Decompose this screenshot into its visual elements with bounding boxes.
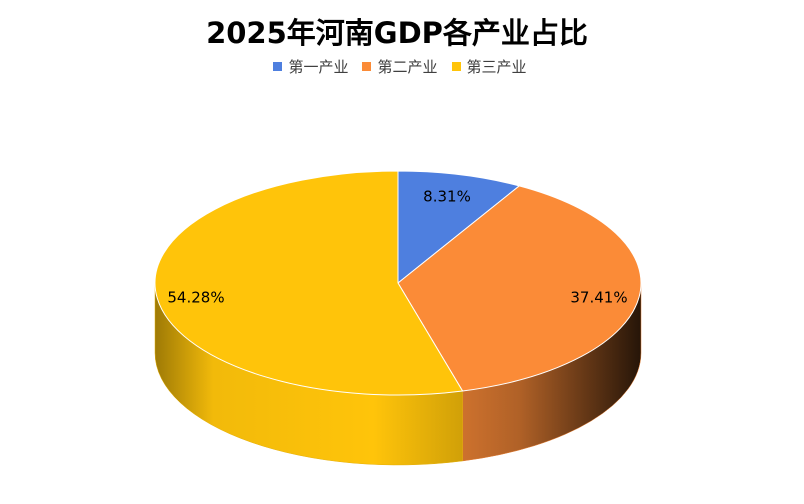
legend: 第一产业 第二产业 第三产业: [0, 56, 800, 77]
data-label-0: 8.31%: [423, 188, 471, 206]
legend-item-tertiary: 第三产业: [451, 56, 527, 77]
data-label-1: 37.41%: [570, 289, 627, 307]
legend-swatch-primary: [273, 62, 283, 71]
chart-title: 2025年河南GDP各产业占比: [206, 16, 588, 50]
legend-label-primary: 第一产业: [288, 58, 349, 76]
legend-swatch-tertiary: [451, 62, 461, 71]
legend-label-secondary: 第二产业: [377, 58, 438, 76]
legend-label-tertiary: 第三产业: [466, 58, 527, 76]
legend-item-primary: 第一产业: [273, 56, 348, 77]
pie-tops: [154, 170, 642, 396]
pie-slice-1: [397, 185, 642, 392]
pie-labels: 8.31% 37.41% 54.28%: [167, 188, 627, 307]
pie-slice-2: [154, 170, 464, 396]
legend-item-secondary: 第二产业: [362, 56, 438, 77]
data-label-2: 54.28%: [167, 289, 224, 307]
pie-slice-0: [397, 170, 521, 285]
legend-swatch-secondary: [362, 62, 372, 71]
